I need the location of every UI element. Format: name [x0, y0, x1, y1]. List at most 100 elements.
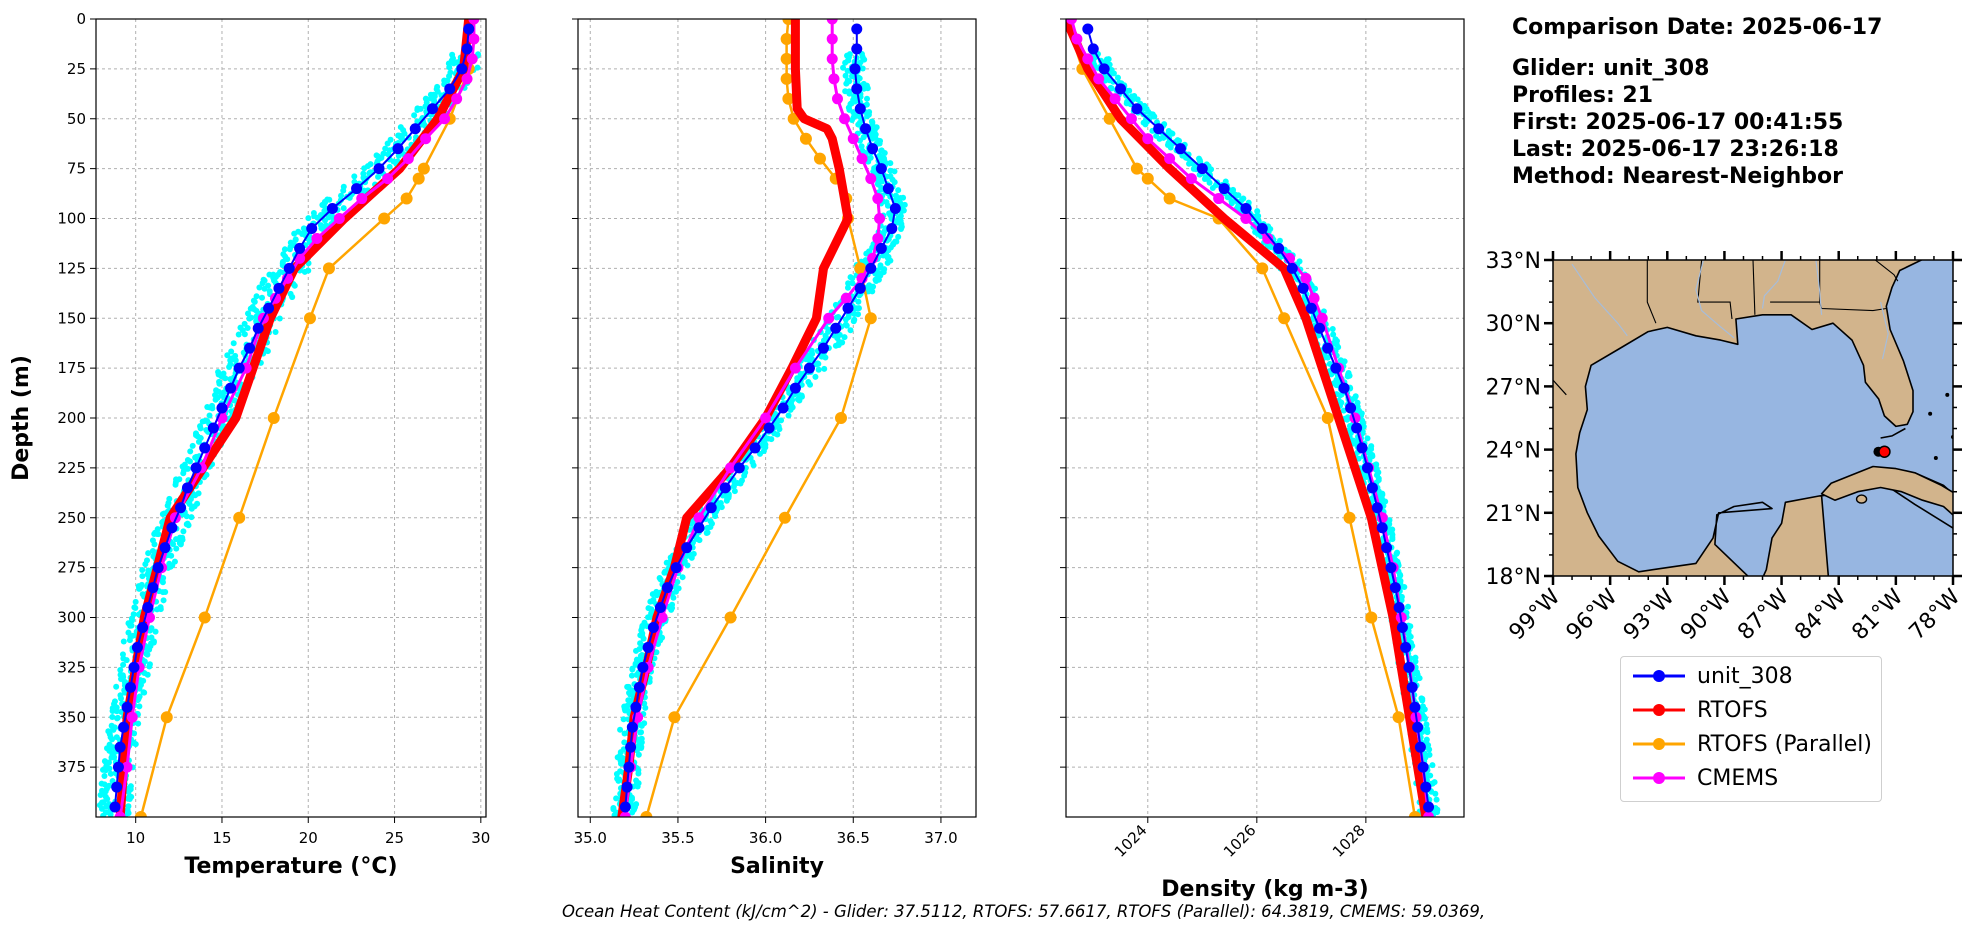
raw-glider-point [1426, 746, 1433, 753]
raw-glider-point [276, 315, 283, 322]
raw-glider-point [622, 707, 629, 714]
series-marker-rtofs-parallel- [322, 262, 335, 275]
series-marker-unit-308 [1403, 661, 1415, 673]
raw-glider-point [850, 318, 857, 325]
series-line-cmems [1070, 19, 1431, 817]
raw-glider-point [126, 637, 133, 644]
raw-glider-point [395, 152, 402, 159]
series-marker-unit-308 [1098, 63, 1110, 75]
raw-glider-point [820, 337, 827, 344]
series-marker-unit-308 [392, 143, 404, 155]
info-box: Comparison Date: 2025-06-17 Glider: unit… [1512, 14, 1882, 190]
raw-glider-point [450, 60, 457, 67]
raw-glider-point [684, 552, 691, 559]
raw-glider-point [422, 103, 429, 110]
glider-name: Glider: unit_308 [1512, 56, 1710, 81]
raw-glider-point [858, 143, 865, 150]
series-marker-rtofs-parallel- [303, 312, 316, 325]
raw-glider-point [638, 743, 645, 750]
raw-glider-point [1421, 715, 1428, 722]
raw-glider-point [102, 767, 109, 774]
raw-glider-point [638, 729, 645, 736]
series-marker-cmems [840, 292, 852, 304]
series-marker-unit-308 [1196, 163, 1208, 175]
raw-glider-point [887, 160, 894, 167]
raw-glider-point [1267, 244, 1274, 251]
raw-glider-point [703, 529, 710, 536]
river-line [1571, 263, 1628, 337]
river-line [1815, 260, 1823, 315]
series-marker-unit-308 [181, 482, 193, 494]
raw-glider-point [855, 305, 862, 312]
raw-glider-point [201, 418, 208, 425]
series-marker-unit-308 [252, 322, 264, 334]
series-marker-unit-308 [849, 63, 861, 75]
raw-glider-point [139, 567, 146, 574]
raw-glider-point [1344, 416, 1351, 423]
raw-glider-point [628, 672, 635, 679]
series-marker-unit-308 [1286, 262, 1298, 274]
series-marker-rtofs-parallel- [668, 711, 681, 724]
series-marker-unit-308 [851, 23, 863, 35]
raw-glider-point [1114, 74, 1121, 81]
raw-glider-point [668, 606, 675, 613]
raw-glider-point [806, 357, 813, 364]
raw-glider-point [897, 225, 904, 232]
series-marker-cmems [1423, 811, 1435, 817]
raw-glider-point [1394, 549, 1401, 556]
lat-tick-label: 33°N [1486, 249, 1541, 274]
series-marker-rtofs-parallel- [1343, 511, 1356, 524]
raw-glider-point [131, 730, 138, 737]
raw-glider-point [281, 246, 288, 253]
raw-glider-point [189, 442, 196, 449]
series-marker-unit-308 [1174, 143, 1186, 155]
series-marker-unit-308 [1409, 701, 1421, 713]
raw-glider-point [206, 404, 213, 411]
raw-glider-point [386, 163, 393, 170]
raw-glider-point [822, 354, 829, 361]
raw-glider-point [212, 396, 219, 403]
series-line-unit-308 [114, 28, 470, 808]
series-marker-cmems [1262, 232, 1274, 244]
series-marker-unit-308 [882, 183, 894, 195]
raw-glider-point [168, 552, 175, 559]
series-marker-unit-308 [118, 721, 130, 733]
raw-glider-point [180, 470, 187, 477]
raw-glider-point [1110, 70, 1117, 77]
raw-glider-point [849, 116, 856, 123]
series-marker-rtofs-parallel- [1256, 262, 1269, 275]
raw-glider-point [187, 448, 194, 455]
series-marker-unit-308 [860, 123, 872, 135]
raw-glider-point [1421, 706, 1428, 713]
y-tick-label: 300 [57, 609, 86, 627]
series-marker-rtofs-parallel- [640, 811, 653, 817]
raw-glider-point [183, 513, 190, 520]
raw-glider-point [222, 375, 229, 382]
legend-marker-icon [1633, 670, 1685, 682]
raw-glider-point [741, 472, 748, 479]
raw-glider-point [232, 357, 239, 364]
profile-panels: 0 25 50 75 100 125 150 175 200 225 250 275 300 325 350… [9, 10, 1465, 902]
series-marker-unit-308 [159, 542, 171, 554]
series-marker-unit-308 [1356, 442, 1368, 454]
cuba-island [1820, 465, 1953, 516]
legend-label: unit_308 [1697, 663, 1793, 689]
series-marker-unit-308 [749, 442, 761, 454]
plot-area [1066, 19, 1441, 817]
raw-glider-point [624, 683, 631, 690]
raw-glider-point [98, 805, 105, 812]
series-marker-unit-308 [326, 203, 338, 215]
lon-tick-label: 96°W [1562, 584, 1623, 645]
series-marker-unit-308 [1366, 482, 1378, 494]
raw-glider-point [1150, 113, 1157, 120]
series-marker-rtofs-parallel- [267, 412, 280, 424]
raw-glider-point [813, 361, 820, 368]
raw-glider-point [1126, 87, 1133, 94]
series-marker-unit-308 [851, 83, 863, 95]
series-marker-unit-308 [719, 482, 731, 494]
raw-glider-point [1423, 721, 1430, 728]
series-marker-cmems [789, 362, 801, 374]
raw-glider-point [887, 167, 894, 174]
series-marker-cmems [619, 811, 631, 817]
series-marker-rtofs-parallel- [834, 412, 847, 424]
